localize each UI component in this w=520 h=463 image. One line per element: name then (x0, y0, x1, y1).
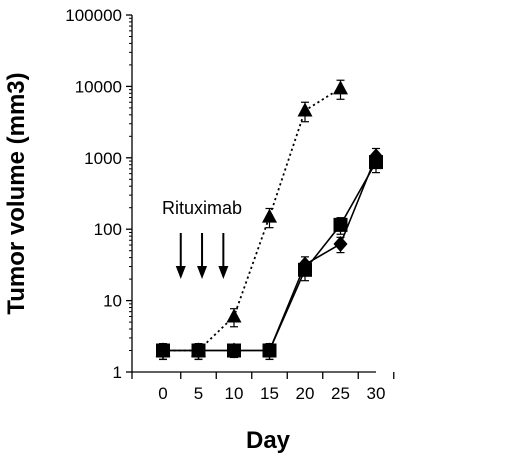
annotation-arrow-head (218, 266, 229, 279)
x-tick-label: 25 (331, 384, 350, 403)
series-diamond (159, 147, 380, 361)
data-series (155, 79, 383, 361)
triangle-marker (226, 308, 242, 323)
series-triangle (159, 79, 345, 361)
axes (131, 15, 376, 373)
annotation-arrow-head (175, 266, 186, 279)
triangle-marker (333, 80, 348, 95)
series-line (163, 87, 341, 352)
x-tick-label: 10 (225, 384, 244, 403)
triangle-marker (155, 342, 171, 357)
ticks: 1 10 100 1000 10000 100000 0 5 10 15 20 25 30 (65, 6, 395, 403)
markers-square (156, 155, 383, 358)
x-axis-title: Day (246, 427, 291, 454)
triangle-marker (191, 342, 206, 357)
x-tick-label: 15 (260, 384, 279, 403)
y-tick-label: 10000 (75, 77, 122, 96)
square-marker (298, 262, 312, 277)
x-tick-label: 20 (296, 384, 315, 403)
y-tick-label: 100 (94, 220, 122, 239)
series-square (159, 153, 380, 361)
square-marker (227, 343, 241, 358)
annotation-arrow-head (197, 266, 208, 279)
x-tick-label: 30 (367, 384, 386, 403)
diamond-marker (333, 236, 348, 253)
y-axis-title: Tumor volume (mm3) (3, 72, 30, 314)
square-marker (369, 155, 383, 170)
y-tick-label: 1000 (84, 149, 122, 168)
series-line (163, 155, 377, 352)
annotation-label: Rituximab (162, 198, 242, 218)
square-marker (262, 343, 277, 358)
triangle-marker (297, 102, 313, 117)
y-tick-label: 1 (113, 363, 122, 382)
x-tick-label: 0 (158, 384, 167, 403)
rituximab-annotation: Rituximab (162, 198, 242, 279)
series-line (163, 161, 377, 352)
x-tick-label: 5 (194, 384, 203, 403)
square-marker (333, 217, 348, 232)
triangle-marker (262, 208, 277, 223)
markers-diamond (156, 148, 383, 359)
y-tick-label: 10 (103, 292, 122, 311)
markers-triangle (155, 80, 348, 357)
y-tick-label: 100000 (65, 6, 122, 25)
